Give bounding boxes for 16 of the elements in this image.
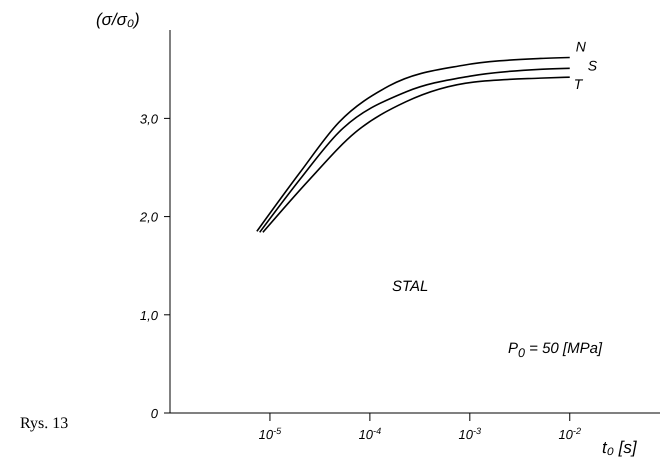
series-label: T <box>574 76 584 92</box>
y-tick-label: 2,0 <box>138 210 159 225</box>
series-label: S <box>588 57 598 74</box>
text: Rys. 13 <box>20 415 68 433</box>
x-tick-label: 10$^{-5}$ <box>258 426 282 442</box>
x-tick-label: 10$^{-2}$ <box>558 426 582 442</box>
y-axis-title: (σ/σ₀) <box>96 10 140 30</box>
series-label: N <box>576 38 587 54</box>
y-tick-label: 1,0 <box>140 308 159 323</box>
x-tick-label: 10$^{-3}$ <box>458 426 482 442</box>
x-axis-title: t₀ [s] <box>602 438 637 458</box>
y-tick-label: 3,0 <box>140 111 159 126</box>
y-tick-label: 0 <box>150 406 159 421</box>
annotation: P$_{0}$ = 50 [MPa] <box>508 340 602 360</box>
x-tick-label: 10$^{-4}$ <box>358 426 382 442</box>
annotation: STAL <box>392 278 428 295</box>
